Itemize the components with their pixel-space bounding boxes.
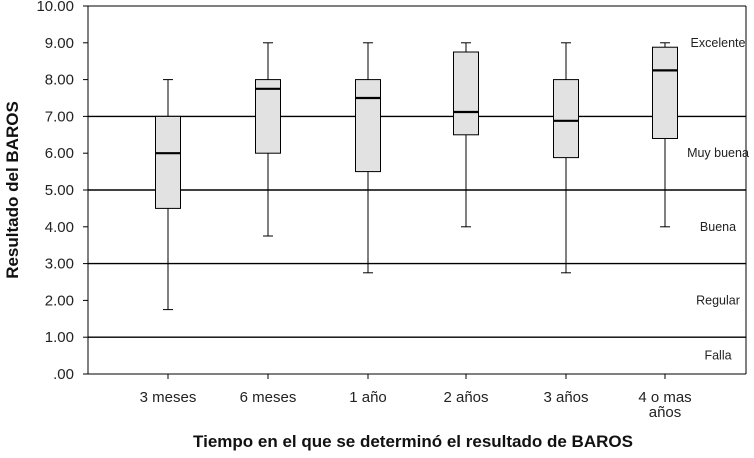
interquartile-box xyxy=(355,79,381,173)
y-tick-label: 5.00 xyxy=(45,182,74,199)
box-2 xyxy=(255,42,281,237)
box-4 xyxy=(453,42,479,228)
y-tick-label: 4.00 xyxy=(45,219,74,236)
y-tick-label: 10.00 xyxy=(36,0,74,15)
band-label: Falla xyxy=(704,349,731,363)
y-tick-label: 7.00 xyxy=(45,108,74,125)
interquartile-box xyxy=(255,79,281,154)
reference-lines xyxy=(88,115,746,338)
y-tick-label: 8.00 xyxy=(45,72,74,89)
y-tick-label: 3.00 xyxy=(45,256,74,273)
x-category-label: 1 año xyxy=(349,389,387,406)
interquartile-box xyxy=(553,79,579,159)
interquartile-box xyxy=(155,115,181,209)
y-tick-label: .00 xyxy=(53,366,74,383)
x-category-label: 3 meses xyxy=(140,389,197,406)
category-band-labels: Excelente Muy buena Buena Regular Falla xyxy=(687,36,749,363)
band-label: Excelente xyxy=(691,36,746,50)
x-axis-categories: 3 meses 6 meses 1 año 2 años 3 años 4 o mas añ… xyxy=(140,374,692,421)
y-axis-title: Resultado del BAROS xyxy=(3,101,22,279)
x-category-label: 3 años xyxy=(543,389,588,406)
band-label: Regular xyxy=(696,293,740,307)
box-3 xyxy=(355,42,381,274)
x-category-label: 4 o mas años xyxy=(638,389,691,421)
y-tick-label: 6.00 xyxy=(45,145,74,162)
y-tick-label: 2.00 xyxy=(45,292,74,309)
band-label: Buena xyxy=(700,220,736,234)
box-series xyxy=(155,42,678,311)
band-label: Muy buena xyxy=(687,146,749,160)
y-tick-label: 9.00 xyxy=(45,35,74,52)
y-axis-ticks: .00 1.00 2.00 3.00 4.00 5.00 6.00 7.00 8.00 9.00 1… xyxy=(36,0,88,383)
x-category-label: 6 meses xyxy=(240,389,297,406)
x-category-label: 2 años xyxy=(443,389,488,406)
interquartile-box xyxy=(652,46,678,139)
box-6 xyxy=(652,42,678,228)
interquartile-box xyxy=(453,51,479,136)
box-1 xyxy=(155,79,181,311)
y-tick-label: 1.00 xyxy=(45,329,74,346)
box-5 xyxy=(553,42,579,274)
x-axis-title: Tiempo en el que se determinó el resulta… xyxy=(193,432,633,451)
